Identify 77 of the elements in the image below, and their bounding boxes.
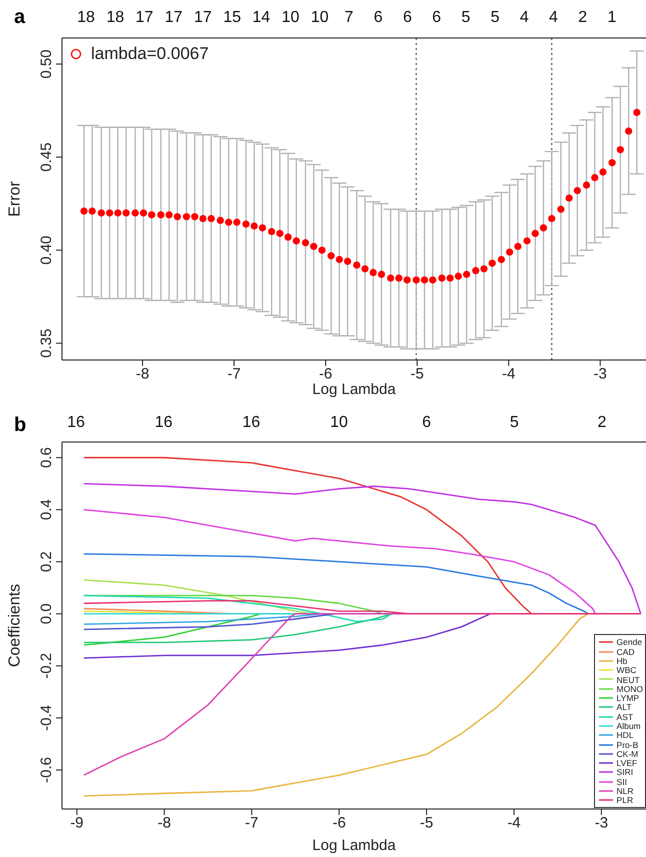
- text: 6: [431, 9, 442, 27]
- y-tick-label: -0.6: [38, 757, 55, 783]
- text: 6: [402, 9, 413, 27]
- legend-label: Album: [616, 720, 641, 731]
- legend-label: Hb: [616, 656, 628, 666]
- text: 10: [329, 414, 349, 432]
- text: 14: [251, 9, 272, 27]
- y-tick-label: 0.40: [38, 236, 55, 265]
- legend-label: LYMP: [616, 693, 640, 704]
- x-tick-label: -7: [245, 814, 258, 832]
- legend-label: CAD: [616, 646, 634, 657]
- y-tick-label: 0.6: [38, 447, 55, 468]
- y-tick-label: 0.0: [38, 603, 55, 624]
- legend-label: Pro-B: [616, 740, 638, 750]
- legend-label: AST: [616, 712, 634, 722]
- x-tick-label: -5: [420, 814, 434, 832]
- x-axis-title: Log Lambda: [312, 381, 396, 398]
- y-axis-title: Coefficients: [6, 584, 24, 668]
- text: 16: [66, 414, 86, 432]
- text: 2: [596, 414, 608, 432]
- text: 5: [508, 414, 520, 432]
- legend-label: Gende: [616, 637, 642, 648]
- y-tick-label: 0.35: [38, 328, 55, 358]
- text: 5: [490, 9, 501, 27]
- x-tick-label: -6: [318, 366, 332, 383]
- x-tick-label: -3: [594, 814, 608, 832]
- y-tick-label: 0.45: [38, 142, 55, 172]
- y-tick-label: -0.2: [38, 652, 55, 679]
- text: 5: [460, 9, 472, 27]
- x-tick-label: -4: [507, 814, 521, 832]
- x-tick-label: -7: [227, 366, 241, 383]
- legend-label: WBC: [616, 665, 636, 676]
- legend-label: MONO: [616, 684, 643, 694]
- line-series: [83, 482, 642, 614]
- legend-label: NEUT: [616, 674, 640, 684]
- y-axis-title: Error: [6, 180, 24, 217]
- y-tick-label: 0.2: [38, 551, 55, 572]
- legend-label: PLR: [616, 795, 634, 806]
- legend-label: CK-M: [616, 748, 638, 759]
- text: 6: [372, 9, 384, 27]
- text: 1: [606, 9, 618, 27]
- x-axis-title: Log Lambda: [312, 837, 396, 854]
- text: 16: [241, 414, 262, 432]
- x-tick-label: -3: [594, 366, 607, 383]
- y-tick-label: 0.50: [38, 49, 55, 79]
- x-tick-label: -4: [502, 366, 516, 383]
- legend-label: LVEF: [616, 758, 638, 768]
- text: 17: [134, 9, 154, 27]
- text: 15: [222, 9, 242, 27]
- legend-label: HDL: [616, 730, 634, 740]
- x-tick-label: -6: [332, 814, 346, 832]
- text: 10: [280, 9, 300, 27]
- x-tick-label: -8: [158, 814, 171, 832]
- text: 17: [192, 9, 213, 27]
- x-tick-label: -8: [136, 366, 150, 383]
- text: 17: [164, 9, 184, 27]
- text: 7: [344, 9, 354, 27]
- x-tick-label: -9: [70, 814, 84, 832]
- text: b: [14, 414, 26, 437]
- text: 4: [518, 9, 530, 27]
- text: 16: [154, 414, 174, 432]
- text: 18: [76, 9, 96, 27]
- text: a: [14, 6, 26, 29]
- legend-label: lambda=0.0067: [91, 44, 209, 64]
- y-tick-label: -0.4: [38, 704, 55, 731]
- y-tick-label: 0.4: [38, 499, 55, 520]
- text: 2: [577, 9, 588, 27]
- text: 10: [310, 9, 330, 27]
- legend-label: SIRI: [616, 767, 634, 778]
- line-series: [83, 600, 642, 614]
- legend-label: ALT: [616, 702, 632, 712]
- legend-label: NLR: [616, 786, 634, 796]
- legend-label: SII: [616, 776, 627, 787]
- text: 18: [105, 9, 126, 27]
- text: 4: [548, 9, 559, 27]
- x-tick-label: -5: [410, 366, 424, 383]
- text: 6: [421, 414, 432, 432]
